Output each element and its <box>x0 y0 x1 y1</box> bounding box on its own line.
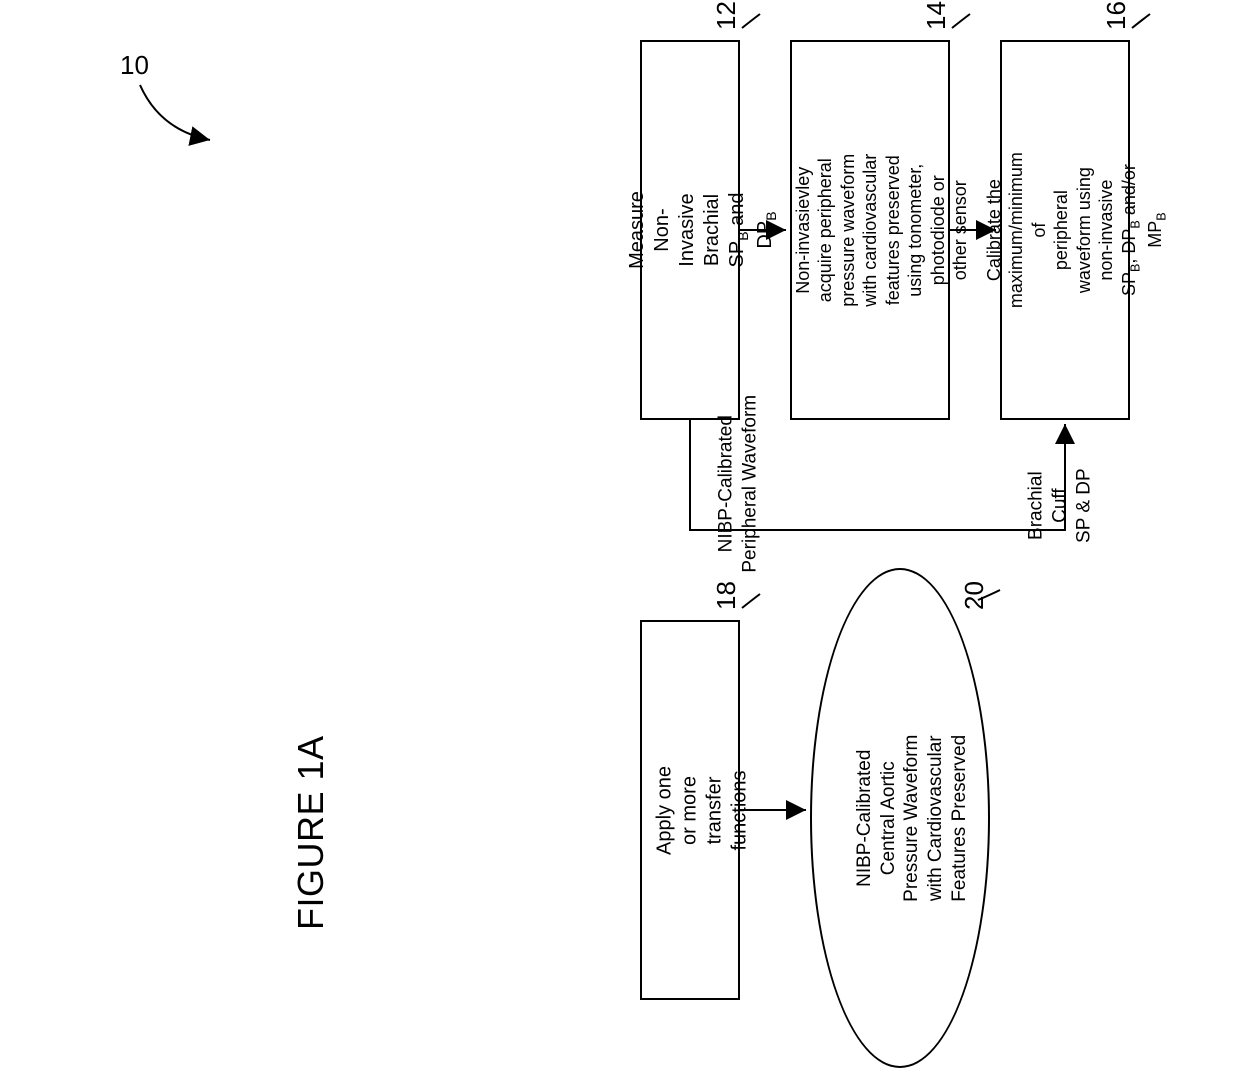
ref-14: 14 <box>921 1 952 30</box>
node-16-text: Calibrate the maximum/minimum ofperipher… <box>960 152 1170 308</box>
ref-12: 12 <box>711 1 742 30</box>
node-14: Non-invasievley acquire peripheralpressu… <box>790 40 950 420</box>
ref-10: 10 <box>120 50 149 81</box>
figure-title: FIGURE 1A <box>290 735 332 930</box>
label-nibp-calibrated: NIBP-CalibratedPeripheral Waveform <box>638 460 758 508</box>
label-brachial-cuff: BrachialCuffSP & DP <box>1010 470 1130 541</box>
node-18-text: Apply one or moretransfer functions <box>628 762 753 858</box>
node-18: Apply one or moretransfer functions <box>640 620 740 1000</box>
node-16: Calibrate the maximum/minimum ofperipher… <box>1000 40 1130 420</box>
diagram-canvas: 10 Measure Non-InvasiveBrachial SPB and … <box>0 0 1240 1088</box>
node-12: Measure Non-InvasiveBrachial SPB and DPB <box>640 40 740 420</box>
node-20-text: NIBP-Calibrated Central AorticPressure W… <box>829 730 972 906</box>
ref-16: 16 <box>1101 1 1132 30</box>
ref-20: 20 <box>959 581 990 610</box>
node-20: NIBP-Calibrated Central AorticPressure W… <box>810 568 990 1068</box>
node-12-text: Measure Non-InvasiveBrachial SPB and DPB <box>600 182 780 278</box>
ref-18: 18 <box>711 581 742 610</box>
node-14-text: Non-invasievley acquire peripheralpressu… <box>769 152 972 308</box>
